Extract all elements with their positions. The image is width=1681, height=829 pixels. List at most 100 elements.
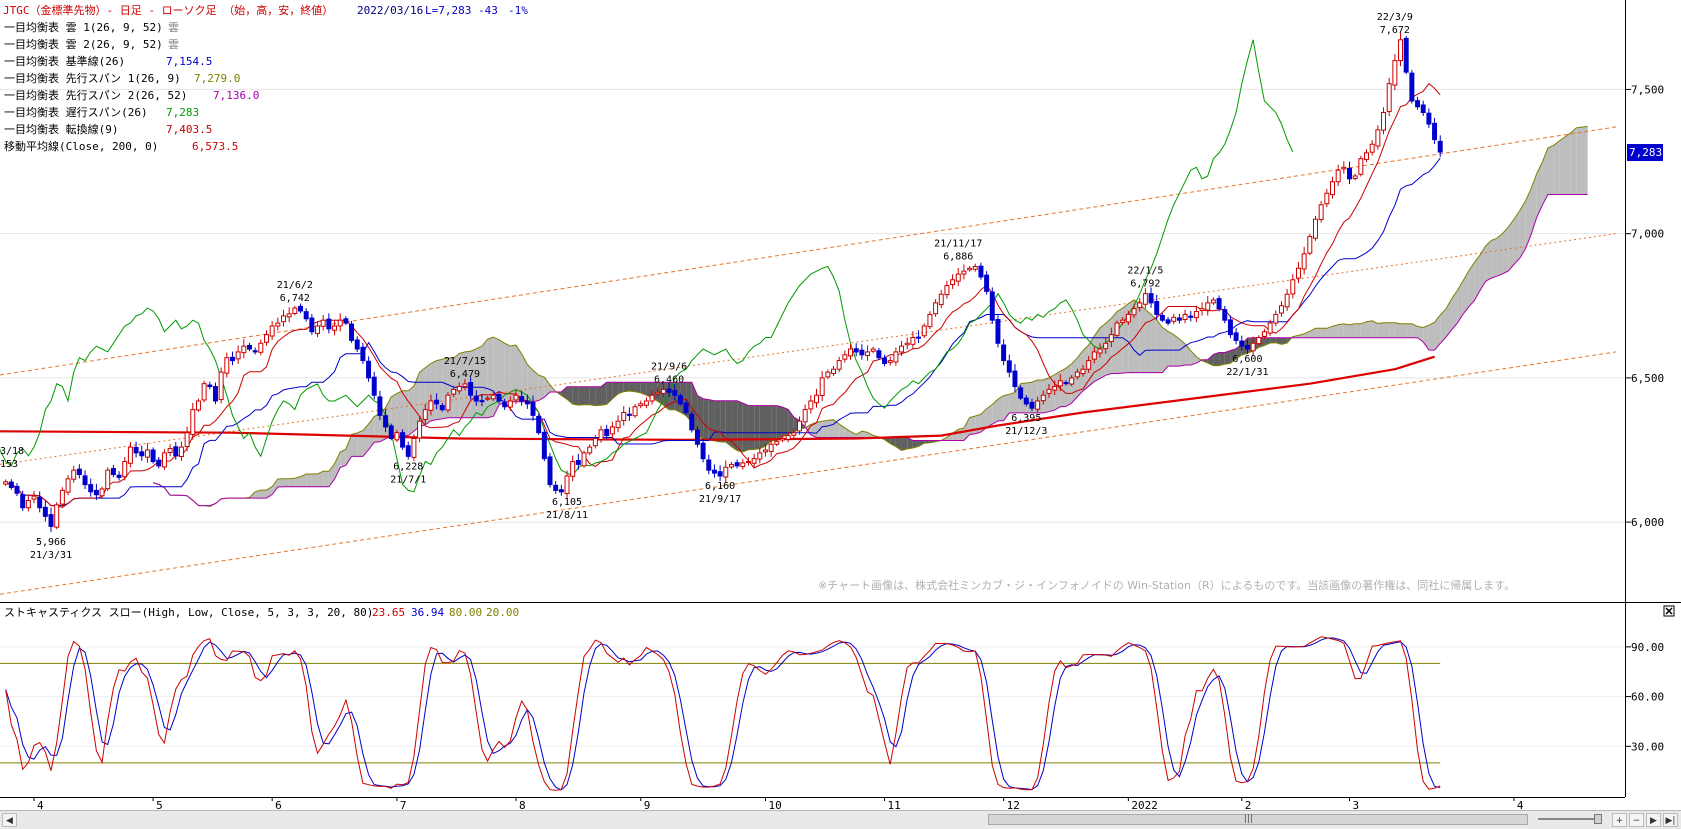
candle-body — [298, 305, 304, 312]
candle-body — [212, 386, 218, 402]
candle — [768, 437, 774, 457]
time-tick-label: 11 — [888, 799, 901, 810]
candle — [1001, 339, 1007, 366]
candle-body — [604, 428, 610, 437]
candle-body — [1188, 315, 1194, 318]
ichimoku-cloud-segment — [294, 476, 301, 487]
price-tick-label: 7,500 — [1631, 83, 1664, 96]
ichimoku-cloud-segment — [1151, 314, 1157, 373]
ichimoku-cloud-segment — [277, 478, 284, 487]
candle-body — [1165, 319, 1171, 324]
legend-tenkan-value: 7,403.5 — [166, 123, 212, 136]
candle-body — [1415, 100, 1421, 108]
candle — [1193, 305, 1199, 323]
candle-body — [1216, 298, 1222, 310]
candle — [927, 311, 933, 330]
horizontal-scrollbar[interactable]: ◀ ||| + − ▶ ▶| — [0, 810, 1681, 829]
ichimoku-cloud-segment — [283, 478, 290, 487]
legend-header: JTGC（金標準先物）- 日足 - ローソク足 （始，高，安，終値） 2022/… — [3, 3, 528, 153]
candle — [513, 390, 519, 405]
candle-body — [161, 452, 167, 468]
candle — [626, 407, 632, 421]
candle-body — [1035, 400, 1041, 410]
candle — [1352, 173, 1358, 181]
time-tick-label: 9 — [644, 799, 651, 810]
annotation-text: 5,966 — [36, 537, 66, 548]
candle — [689, 410, 695, 433]
candle — [1108, 327, 1114, 348]
candle — [989, 287, 995, 324]
candle — [315, 321, 321, 338]
candle — [65, 475, 71, 496]
candle — [649, 390, 655, 405]
candle-body — [808, 400, 814, 410]
zoom-slider-track[interactable] — [1538, 818, 1598, 820]
pane-close-button[interactable] — [1663, 605, 1675, 617]
scroll-right-button[interactable]: ▶ — [1646, 813, 1661, 827]
candle — [1347, 161, 1352, 185]
ichimoku-cloud-segment — [844, 427, 851, 438]
candle — [161, 449, 167, 470]
scroll-left-button[interactable]: ◀ — [2, 813, 17, 827]
candle-body — [434, 399, 440, 405]
candle — [910, 331, 916, 350]
ichimoku-cloud-segment — [1156, 319, 1163, 373]
ichimoku-cloud-segment — [1400, 323, 1407, 338]
candle-body — [1210, 299, 1216, 304]
candle-body — [1409, 72, 1415, 102]
candle — [859, 344, 865, 360]
ichimoku-cloud-segment — [601, 382, 607, 406]
candle-body — [643, 400, 649, 406]
candle — [995, 314, 1001, 348]
candle-body — [1074, 371, 1080, 378]
candle-body — [1250, 342, 1256, 352]
candle-body — [1426, 112, 1432, 125]
candle-body — [609, 426, 615, 435]
candle — [723, 460, 729, 483]
candle-body — [144, 449, 150, 458]
ichimoku-cloud-segment — [436, 359, 443, 420]
grip-icon: ||| — [1244, 814, 1254, 824]
ichimoku-cloud-segment — [391, 393, 397, 436]
ichimoku-cloud-segment — [464, 351, 471, 418]
ichimoku-cloud-segment — [1241, 338, 1248, 355]
candle — [825, 369, 831, 379]
candle — [281, 309, 286, 327]
candle-body — [1324, 192, 1330, 205]
candle-body — [950, 279, 956, 286]
candle — [553, 480, 559, 494]
ichimoku-cloud-segment — [357, 430, 363, 457]
ichimoku-cloud-segment — [430, 360, 437, 421]
candle — [836, 356, 842, 373]
zoom-out-button[interactable]: − — [1629, 813, 1644, 827]
candle-body — [842, 354, 848, 360]
candle — [734, 459, 740, 469]
zoom-in-button[interactable]: + — [1612, 813, 1627, 827]
candle — [547, 453, 553, 488]
zoom-slider-thumb[interactable] — [1594, 814, 1602, 824]
candle — [955, 267, 961, 287]
candle-body — [1369, 143, 1375, 153]
scrollbar-thumb[interactable]: ||| — [988, 814, 1528, 825]
candle-body — [456, 386, 462, 392]
candle-body — [110, 467, 116, 476]
candle-body — [405, 445, 411, 457]
scroll-end-button[interactable]: ▶| — [1663, 813, 1678, 827]
candle-body — [1307, 236, 1313, 254]
candle — [1154, 294, 1160, 320]
candle — [740, 459, 746, 470]
candle — [502, 398, 508, 410]
candle — [1335, 164, 1341, 187]
candle — [258, 339, 264, 356]
candle — [1148, 287, 1154, 308]
candle — [422, 403, 428, 425]
candle — [264, 330, 269, 346]
candle-body — [978, 265, 984, 278]
candle-body — [1171, 316, 1177, 322]
candle-body — [1080, 368, 1086, 375]
candle-body — [1018, 387, 1024, 399]
legend-kumo1-value: 雲 — [168, 21, 179, 34]
candle-body — [1386, 83, 1392, 112]
candle — [3, 479, 9, 486]
